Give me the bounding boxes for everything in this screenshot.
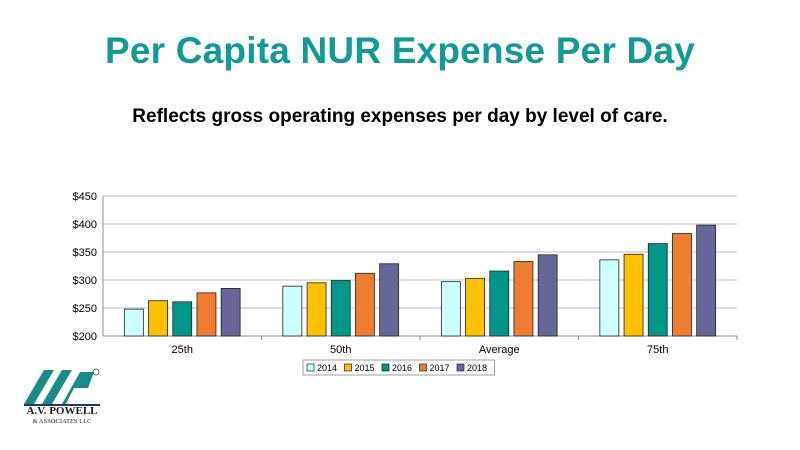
legend-label: 2014 <box>317 363 337 373</box>
legend-swatch <box>456 363 465 372</box>
bar <box>330 280 351 337</box>
legend-swatch <box>306 363 315 372</box>
bar <box>623 253 644 337</box>
bar <box>172 301 193 337</box>
bar <box>465 277 485 337</box>
bar <box>647 243 668 337</box>
y-tick-label: $250 <box>73 303 97 315</box>
logo-subtitle: & ASSOCIATES LLC <box>32 418 92 425</box>
legend-label: 2016 <box>392 363 412 373</box>
x-tick-label: Average <box>479 344 520 356</box>
bar <box>599 259 620 337</box>
company-logo <box>24 368 100 406</box>
y-tick-label: $350 <box>73 247 97 259</box>
legend-label: 2017 <box>430 363 450 373</box>
y-tick-label: $400 <box>73 219 97 231</box>
bar <box>220 287 241 337</box>
bar <box>379 263 400 337</box>
bar <box>489 270 510 337</box>
logo-name: A.V. POWELL <box>26 405 98 417</box>
y-tick-label: $450 <box>73 191 97 203</box>
bar <box>672 233 692 337</box>
bar <box>537 254 558 337</box>
x-tick-label: 25th <box>172 344 193 356</box>
legend-label: 2015 <box>355 363 375 373</box>
bar <box>440 281 461 337</box>
slide-subtitle: Reflects gross operating expenses per da… <box>132 106 668 127</box>
slide-title: Per Capita NUR Expense Per Day <box>104 30 695 71</box>
bar <box>355 272 375 337</box>
legend-swatch <box>344 363 352 372</box>
y-tick-label: $300 <box>73 275 97 287</box>
bar <box>148 300 168 337</box>
legend-swatch <box>381 363 390 372</box>
bar <box>196 292 217 337</box>
bar <box>123 308 144 337</box>
x-tick-label: 75th <box>647 344 668 356</box>
legend-label: 2018 <box>467 363 487 373</box>
x-tick-label: 50th <box>330 344 351 356</box>
bar <box>696 224 717 337</box>
bar <box>282 285 303 337</box>
bar <box>513 261 534 337</box>
bar <box>306 282 327 337</box>
y-tick-label: $200 <box>73 331 97 343</box>
legend-swatch <box>419 363 427 372</box>
